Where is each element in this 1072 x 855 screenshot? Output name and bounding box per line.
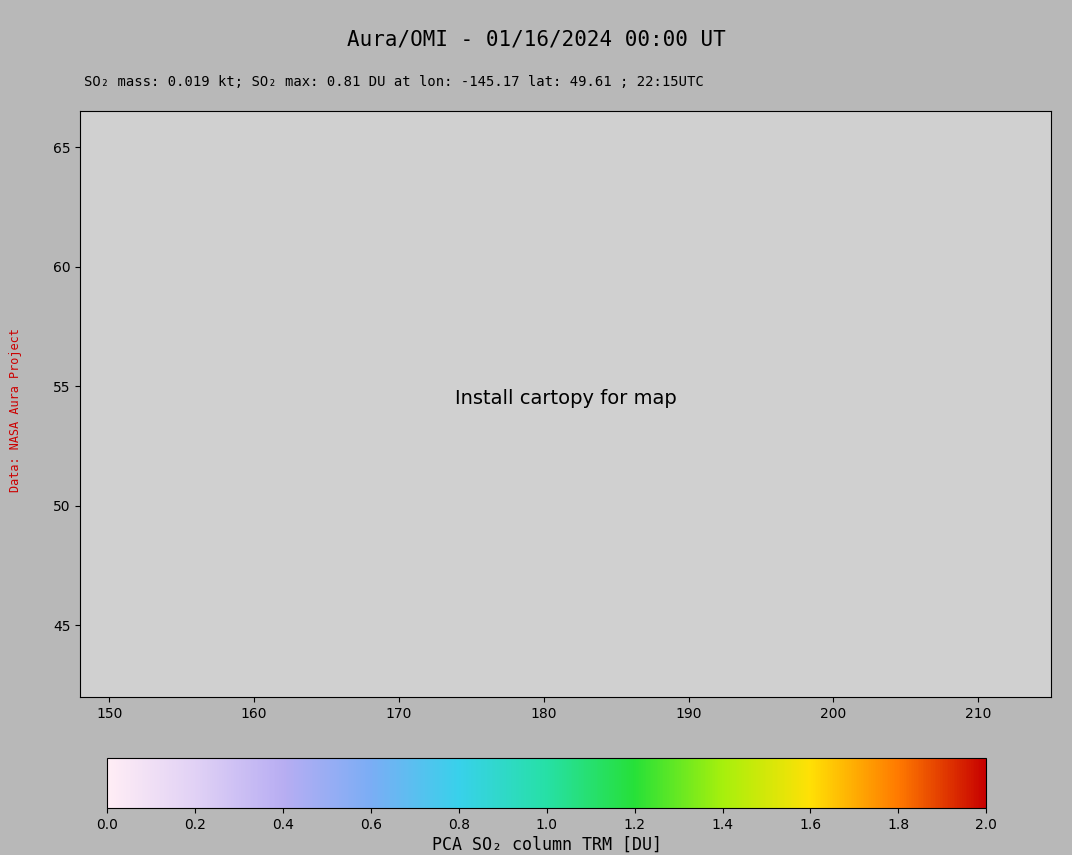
Text: Install cartopy for map: Install cartopy for map <box>455 389 676 408</box>
Text: SO₂ mass: 0.019 kt; SO₂ max: 0.81 DU at lon: -145.17 lat: 49.61 ; 22:15UTC: SO₂ mass: 0.019 kt; SO₂ max: 0.81 DU at … <box>84 75 703 89</box>
Text: Aura/OMI - 01/16/2024 00:00 UT: Aura/OMI - 01/16/2024 00:00 UT <box>346 30 726 50</box>
Text: Data: NASA Aura Project: Data: NASA Aura Project <box>9 328 21 492</box>
X-axis label: PCA SO₂ column TRM [DU]: PCA SO₂ column TRM [DU] <box>432 836 661 854</box>
